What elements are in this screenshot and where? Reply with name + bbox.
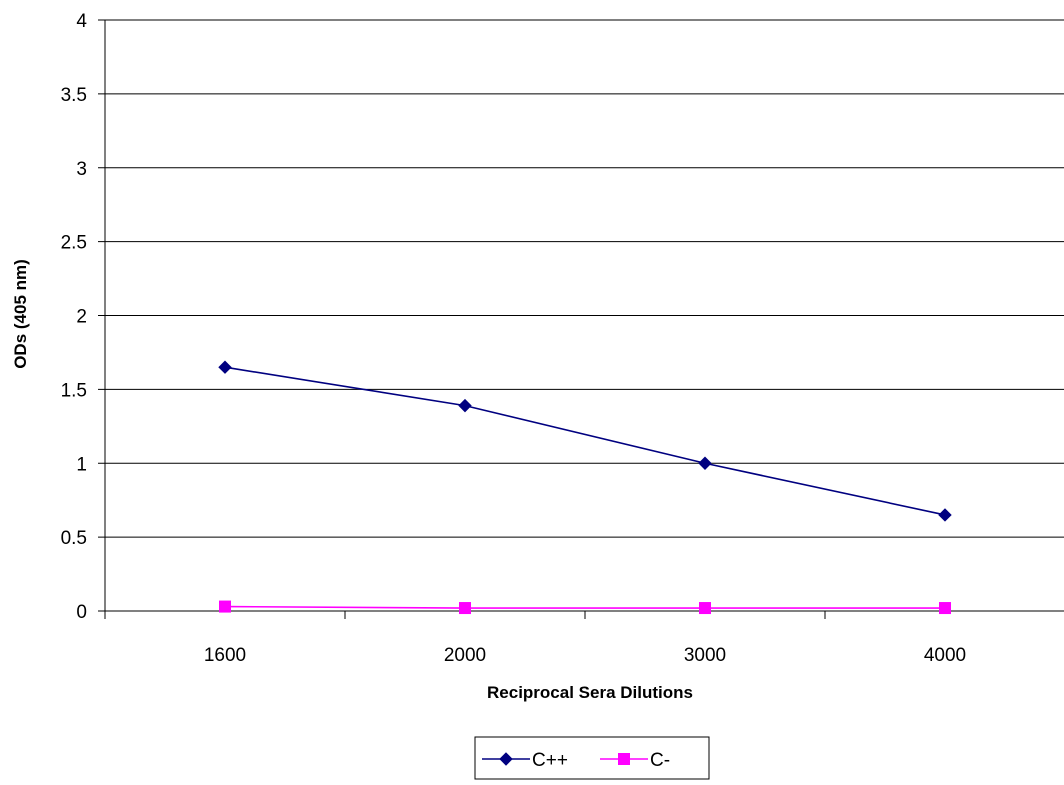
series-2 (219, 600, 951, 615)
data-point (218, 360, 232, 374)
y-tick-label: 4 (76, 11, 87, 32)
y-tick-label: 2.5 (61, 233, 87, 254)
data-point (459, 602, 471, 615)
data-point (939, 602, 951, 615)
x-axis-title: Reciprocal Sera Dilutions (487, 683, 693, 702)
x-tick-labels: 1600 2000 3000 4000 (204, 645, 966, 666)
data-point (458, 398, 472, 413)
series-group (218, 360, 952, 615)
y-axis-title: ODs (405 nm) (11, 259, 30, 369)
data-point (938, 508, 952, 522)
legend-label: C- (650, 750, 670, 771)
legend-item: C++ (482, 750, 568, 771)
legend-items: C++ C- (482, 750, 670, 771)
y-tick-label: 1 (76, 454, 87, 475)
y-tick-label: 0 (76, 602, 87, 623)
y-tick-label: 1.5 (61, 380, 87, 401)
x-tick-label: 4000 (924, 645, 966, 666)
gridlines (105, 19, 1064, 538)
y-tick-label: 0.5 (61, 528, 87, 549)
y-tick-labels: 0 0.5 1 1.5 2 2.5 3 3.5 4 (61, 11, 88, 623)
y-tick-label: 2 (76, 307, 87, 328)
legend-label: C++ (532, 750, 568, 771)
legend: C++ C- (474, 736, 710, 780)
data-point (698, 456, 712, 470)
legend-swatch-marker (499, 752, 513, 766)
axes (98, 19, 1064, 619)
data-point (699, 602, 711, 615)
data-point (219, 600, 231, 613)
x-tick-label: 3000 (684, 645, 726, 666)
x-tick-label: 1600 (204, 645, 246, 666)
x-tick-label: 2000 (444, 645, 486, 666)
y-tick-label: 3 (76, 159, 87, 180)
legend-swatch-marker (618, 753, 630, 765)
legend-box (474, 736, 710, 780)
series-line (224, 366, 946, 516)
legend-item: C- (600, 750, 670, 771)
y-tick-label: 3.5 (61, 85, 87, 106)
series-line (224, 605, 945, 609)
series-1 (218, 360, 952, 522)
